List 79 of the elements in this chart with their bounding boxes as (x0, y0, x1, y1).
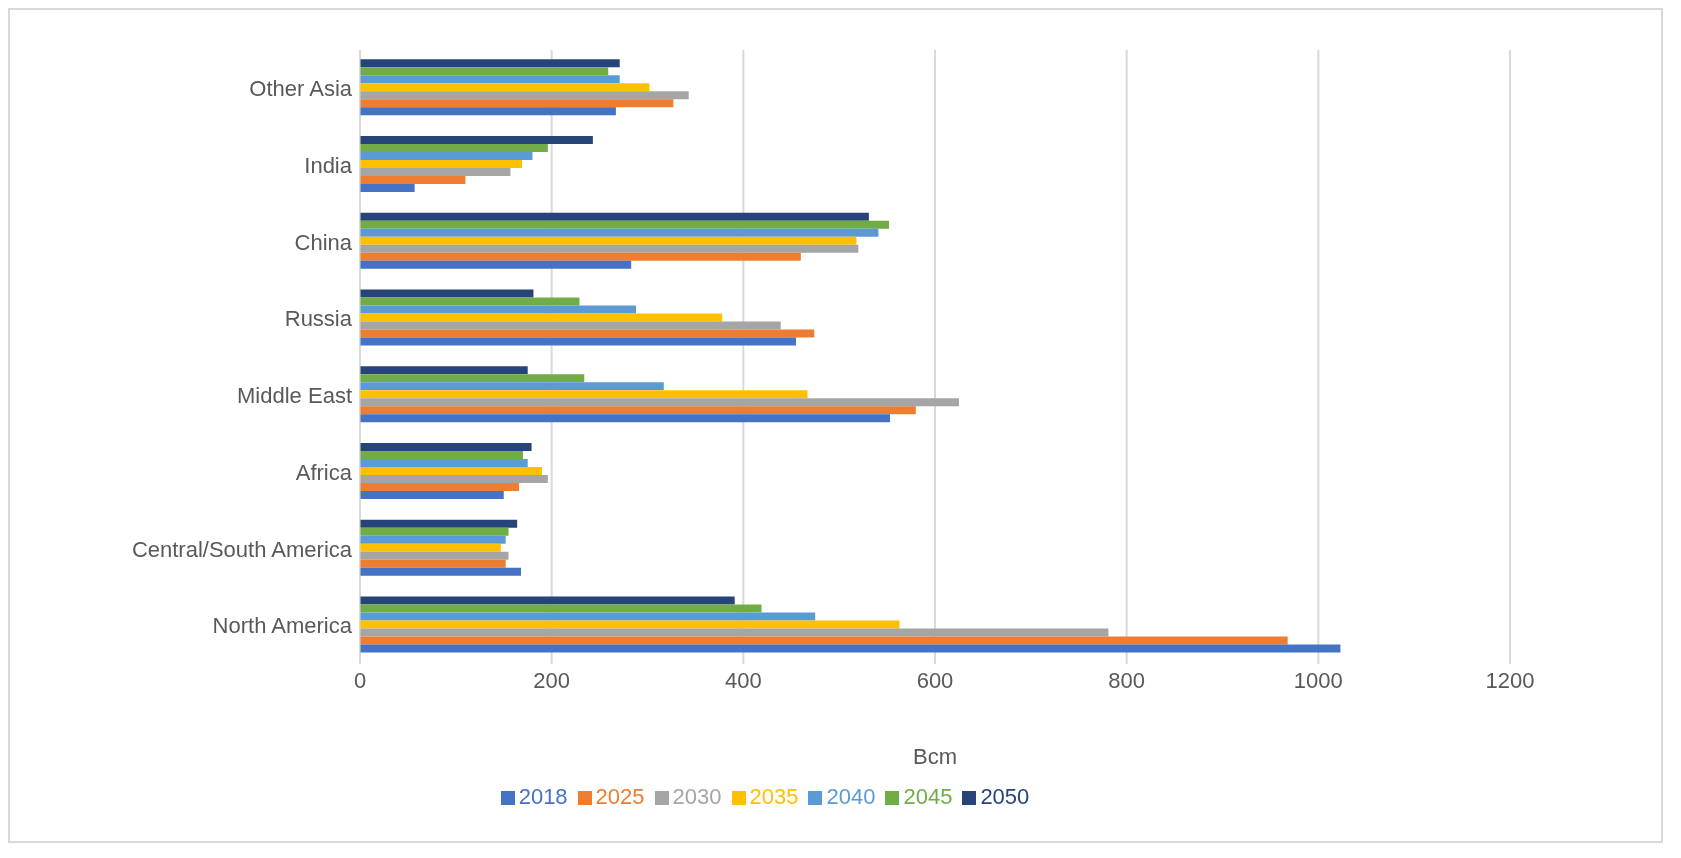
bar (360, 236, 857, 245)
bar (360, 406, 916, 415)
bar (360, 604, 762, 613)
bar (360, 220, 889, 229)
bar (360, 228, 879, 237)
x-tick-label: 600 (916, 667, 954, 693)
y-tick-label: North America (212, 613, 353, 639)
legend-label: 2025 (595, 784, 645, 809)
bar (360, 305, 636, 314)
bar (360, 596, 735, 605)
bar (360, 175, 466, 184)
bar (360, 329, 815, 338)
bar (360, 644, 1341, 653)
bar (360, 83, 650, 92)
bar (360, 482, 520, 491)
bar (360, 91, 689, 100)
bar (360, 628, 1109, 637)
bar (360, 321, 781, 330)
bar (360, 366, 528, 375)
bar (360, 474, 548, 483)
legend-label: 2035 (749, 784, 799, 809)
legend-label: 2040 (826, 784, 876, 809)
bar (360, 252, 801, 261)
x-tick-label: 200 (533, 667, 571, 693)
bar (360, 297, 580, 306)
bar (360, 99, 674, 108)
bar (360, 398, 959, 407)
legend-label: 2045 (903, 784, 953, 809)
x-tick-label: 1200 (1485, 667, 1535, 693)
bar (360, 559, 506, 568)
y-tick-label: Other Asia (249, 76, 353, 102)
bar (360, 212, 869, 221)
bar (360, 244, 859, 253)
bar (360, 543, 501, 552)
bar (360, 382, 664, 391)
bar (360, 620, 900, 629)
bar (360, 260, 632, 269)
bar (360, 535, 506, 544)
bar (360, 67, 609, 76)
bar (360, 107, 616, 116)
y-tick-label: Russia (284, 306, 353, 332)
bar (360, 135, 593, 144)
y-tick-label: Middle East (237, 383, 352, 409)
legend-label: 2018 (518, 784, 568, 809)
y-tick-label: India (304, 152, 353, 178)
bar (360, 442, 532, 451)
bar (360, 374, 585, 383)
y-tick-label: Africa (295, 459, 353, 485)
bar (360, 59, 620, 68)
bar (360, 466, 543, 475)
bar (360, 159, 522, 168)
x-tick-label: 1000 (1293, 667, 1343, 693)
x-tick-label: 400 (724, 667, 762, 693)
legend-label: 2030 (672, 784, 722, 809)
x-axis-title: Bcm (913, 744, 957, 769)
bar (360, 636, 1288, 645)
x-tick-label: 800 (1108, 667, 1146, 693)
bar (360, 414, 890, 423)
y-tick-label: Central/South America (131, 536, 353, 562)
bar (360, 289, 534, 298)
y-tick-label: China (294, 229, 353, 255)
x-tick-label: 0 (353, 667, 367, 693)
bar (360, 313, 723, 322)
bar (360, 490, 504, 499)
bar (360, 612, 816, 621)
bar (360, 450, 523, 459)
bar (360, 143, 548, 152)
bar (360, 151, 533, 160)
bar (360, 527, 509, 536)
bar (360, 167, 511, 176)
bar (360, 567, 521, 576)
bar (360, 75, 620, 84)
bar (360, 183, 415, 192)
bar (360, 519, 518, 528)
legend-label: 2050 (980, 784, 1030, 809)
bar (360, 458, 528, 467)
bar (360, 390, 808, 399)
bar (360, 551, 509, 560)
bar (360, 337, 797, 346)
